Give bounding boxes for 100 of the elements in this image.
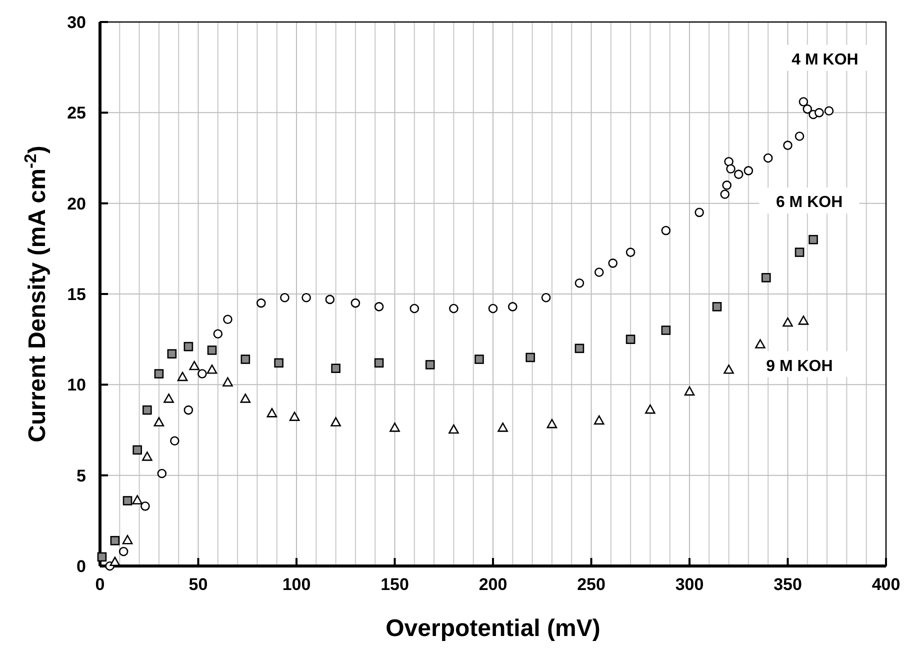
point bbox=[122, 496, 132, 506]
point bbox=[240, 354, 250, 364]
point bbox=[223, 314, 232, 324]
series-label: 4 M KOH bbox=[792, 51, 858, 68]
point bbox=[755, 339, 766, 348]
point bbox=[97, 552, 107, 562]
y-tick-label: 10 bbox=[67, 376, 86, 395]
point bbox=[761, 273, 771, 282]
point bbox=[608, 258, 618, 268]
x-tick-label: 0 bbox=[95, 575, 105, 594]
point bbox=[167, 349, 177, 358]
point bbox=[198, 369, 207, 378]
point bbox=[140, 502, 150, 511]
point bbox=[763, 153, 773, 163]
y-tick-label: 5 bbox=[76, 466, 86, 486]
point bbox=[726, 164, 736, 174]
point bbox=[814, 108, 824, 118]
point bbox=[546, 418, 558, 428]
point bbox=[410, 304, 420, 314]
point bbox=[302, 292, 311, 302]
point bbox=[256, 298, 266, 308]
point bbox=[626, 248, 636, 257]
point bbox=[222, 377, 233, 387]
point bbox=[526, 352, 535, 362]
y-tick-label: 25 bbox=[67, 104, 86, 123]
point bbox=[449, 304, 458, 314]
point bbox=[350, 298, 360, 308]
point bbox=[724, 364, 734, 374]
point bbox=[448, 424, 459, 434]
point bbox=[374, 358, 384, 368]
point bbox=[330, 417, 341, 426]
point bbox=[274, 358, 284, 368]
point bbox=[266, 408, 278, 418]
point bbox=[280, 292, 290, 302]
point bbox=[782, 317, 793, 327]
point bbox=[574, 278, 584, 288]
point bbox=[164, 394, 174, 403]
point bbox=[184, 342, 194, 352]
point bbox=[661, 326, 671, 335]
point bbox=[325, 294, 335, 304]
point bbox=[213, 329, 223, 339]
y-tick-label: 20 bbox=[67, 194, 86, 214]
point bbox=[541, 292, 551, 302]
text: 6 M KOH bbox=[776, 194, 843, 212]
point bbox=[498, 422, 508, 432]
point bbox=[118, 546, 128, 556]
point bbox=[722, 180, 732, 190]
x-tick-label: 350 bbox=[774, 575, 802, 594]
point bbox=[694, 208, 704, 218]
x-axis-title: Overpotential (mV) bbox=[386, 615, 600, 642]
point bbox=[184, 405, 194, 415]
point bbox=[110, 536, 120, 546]
point bbox=[594, 268, 604, 277]
x-tick-label: 150 bbox=[380, 575, 409, 594]
point bbox=[157, 468, 167, 478]
point bbox=[794, 132, 804, 141]
point bbox=[189, 360, 200, 370]
point bbox=[712, 302, 722, 312]
point bbox=[744, 166, 754, 176]
point bbox=[574, 344, 584, 354]
point bbox=[132, 445, 142, 455]
point bbox=[794, 248, 804, 257]
point bbox=[289, 412, 300, 421]
x-tick-label: 250 bbox=[577, 575, 606, 594]
point bbox=[142, 452, 152, 461]
point bbox=[783, 140, 792, 150]
point bbox=[177, 372, 188, 382]
point bbox=[474, 354, 484, 364]
y-tick-label: 30 bbox=[67, 12, 86, 32]
point bbox=[626, 334, 636, 344]
x-tick-label: 300 bbox=[675, 575, 704, 594]
point bbox=[390, 422, 400, 432]
point bbox=[808, 234, 818, 244]
point bbox=[240, 394, 251, 403]
point bbox=[154, 417, 164, 426]
point bbox=[132, 495, 142, 504]
point bbox=[594, 415, 604, 425]
point bbox=[207, 346, 217, 355]
point bbox=[110, 556, 120, 566]
point bbox=[802, 104, 812, 114]
x-tick-label: 200 bbox=[478, 575, 508, 594]
point bbox=[170, 436, 180, 446]
point bbox=[331, 364, 340, 373]
point bbox=[508, 302, 518, 312]
point bbox=[206, 364, 218, 374]
y-tick-label: 15 bbox=[67, 284, 86, 304]
point bbox=[645, 404, 656, 414]
point bbox=[154, 369, 164, 378]
point bbox=[122, 534, 133, 544]
series-label: 9 M KOH bbox=[766, 358, 833, 375]
point bbox=[425, 360, 435, 370]
point bbox=[142, 405, 152, 415]
point bbox=[824, 106, 834, 116]
x-tick-label: 400 bbox=[872, 575, 900, 594]
point bbox=[661, 226, 671, 236]
y-tick-label: 0 bbox=[76, 556, 86, 576]
point bbox=[374, 302, 384, 312]
point bbox=[684, 386, 695, 396]
point bbox=[720, 190, 730, 199]
point bbox=[724, 156, 734, 166]
